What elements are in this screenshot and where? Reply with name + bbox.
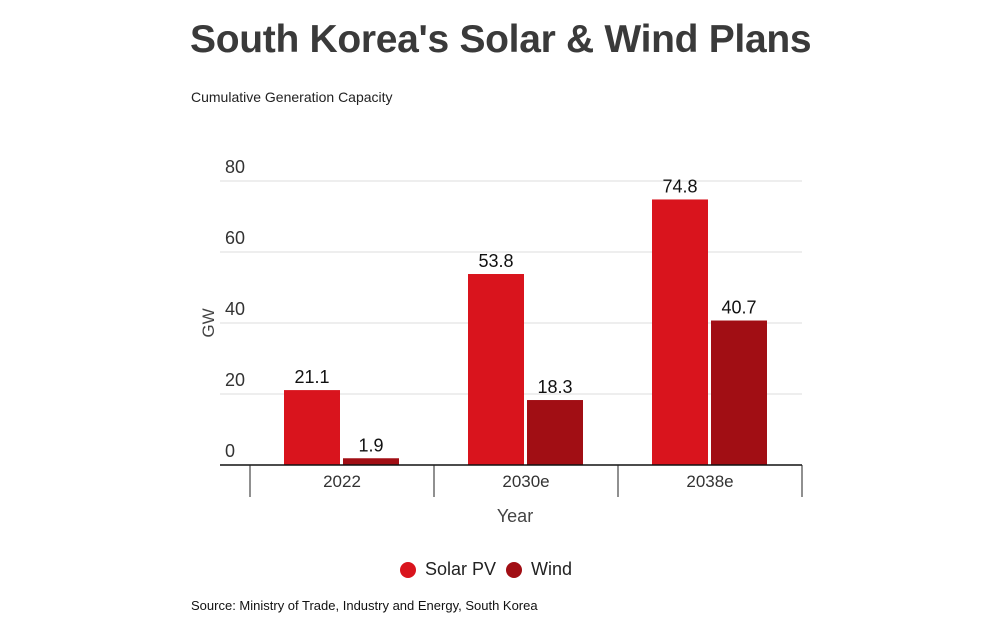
legend-item-wind: Wind <box>506 559 572 580</box>
bar-wind <box>527 400 583 465</box>
legend: Solar PV Wind <box>400 559 582 580</box>
data-label: 21.1 <box>294 367 329 387</box>
x-axis-label: Year <box>497 506 533 526</box>
data-label: 74.8 <box>662 176 697 196</box>
bar-solar-pv <box>284 390 340 465</box>
legend-dot-wind-icon <box>506 561 523 578</box>
data-label: 53.8 <box>478 251 513 271</box>
bar-solar-pv <box>652 199 708 465</box>
legend-label-solar: Solar PV <box>425 559 497 579</box>
y-tick-label: 20 <box>225 370 245 390</box>
data-label: 1.9 <box>358 435 383 455</box>
x-tick-label: 2030e <box>502 472 549 491</box>
y-tick-label: 60 <box>225 228 245 248</box>
chart-subtitle: Cumulative Generation Capacity <box>191 89 393 105</box>
bar-chart: 0 20 40 60 80 GW 21.1 1.9 2022 53.8 18.3 2030e 74.8 4… <box>199 157 803 526</box>
legend-label-wind: Wind <box>531 559 573 579</box>
y-tick-label: 40 <box>225 299 245 319</box>
y-axis-label: GW <box>199 308 218 337</box>
bar-solar-pv <box>468 274 524 465</box>
data-label: 40.7 <box>721 298 756 318</box>
legend-dot-solar-icon <box>400 561 416 578</box>
chart-title: South Korea's Solar & Wind Plans <box>190 18 812 61</box>
legend-item-solar: Solar PV <box>400 559 496 580</box>
bar-wind <box>343 458 399 465</box>
y-tick-label: 0 <box>225 441 235 461</box>
x-tick-label: 2022 <box>323 472 361 491</box>
x-tick-label: 2038e <box>686 472 733 491</box>
data-label: 18.3 <box>537 377 572 397</box>
bar-wind <box>711 320 767 465</box>
source-note: Source: Ministry of Trade, Industry and … <box>191 598 538 613</box>
y-tick-label: 80 <box>225 157 245 177</box>
